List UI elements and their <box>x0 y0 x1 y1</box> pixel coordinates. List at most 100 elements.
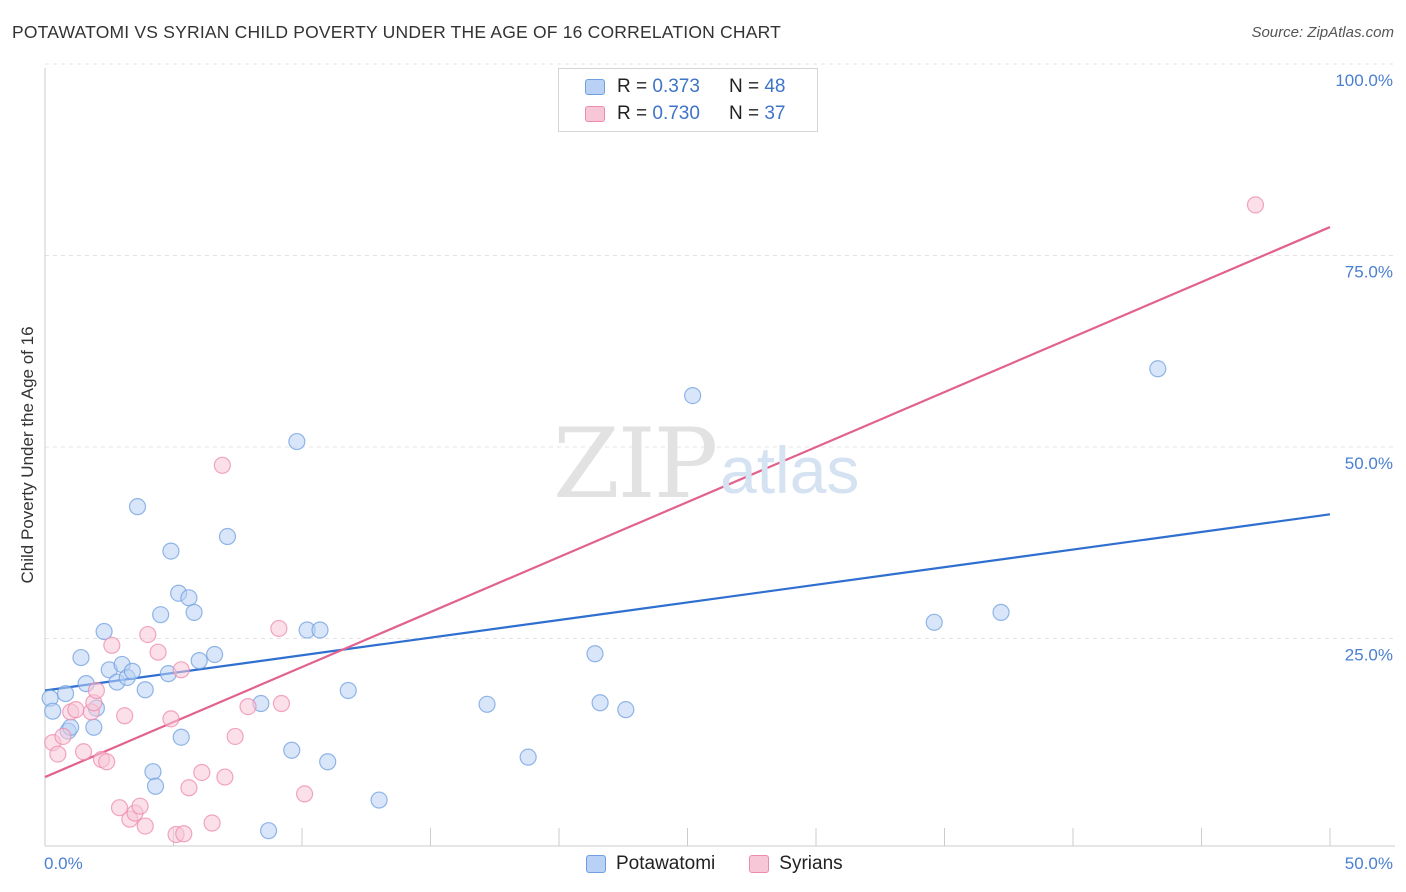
potawatomi-point <box>617 701 635 719</box>
potawatomi-point <box>185 603 203 621</box>
potawatomi-legend-swatch <box>586 855 606 873</box>
potawatomi-point <box>339 681 357 700</box>
potawatomi-point <box>123 662 141 680</box>
potawatomi-point <box>146 777 165 795</box>
potawatomi-point <box>288 432 306 451</box>
syrians-point <box>87 681 106 700</box>
chart-title: POTAWATOMI VS SYRIAN CHILD POVERTY UNDER… <box>12 22 781 42</box>
legend-item-syrians[interactable]: Syrians <box>749 853 843 875</box>
r-label: R = <box>617 103 648 124</box>
syrians-point <box>149 643 167 661</box>
syrians-point <box>139 625 157 644</box>
potawatomi-point <box>136 681 154 699</box>
stats-row-potawatomi: R = 0.373 N = 48 <box>585 75 785 99</box>
potawatomi-swatch <box>585 79 605 95</box>
potawatomi-point <box>72 648 90 667</box>
stats-legend: R = 0.373 N = 48 R = 0.730 N = 37 <box>558 68 818 132</box>
watermark-atlas: atlas <box>720 433 860 507</box>
potawatomi-point <box>152 606 170 624</box>
syrians-point <box>270 619 288 638</box>
syrians-point <box>193 763 211 782</box>
gridlines <box>45 63 1395 639</box>
potawatomi-point <box>319 753 337 771</box>
potawatomi-point <box>162 542 180 560</box>
potawatomi-point <box>591 694 609 712</box>
potawatomi-point <box>586 645 604 663</box>
potawatomi-point <box>519 748 537 766</box>
trend-lines <box>44 226 1331 779</box>
r-value: 0.730 <box>652 103 700 124</box>
x-tick-label: 50.0% <box>1345 854 1393 873</box>
syrians-legend-swatch <box>749 855 770 873</box>
y-tick-label: 100.0% <box>1335 71 1393 90</box>
potawatomi-point <box>44 702 62 720</box>
potawatomi-point <box>218 527 237 546</box>
chart-source: Source: ZipAtlas.com <box>1251 24 1394 41</box>
syrians-point <box>226 727 244 746</box>
legend-label-syrians: Syrians <box>779 853 843 874</box>
potawatomi-point <box>180 589 198 607</box>
syrians-trend-line <box>44 226 1331 779</box>
syrians-point <box>175 825 193 843</box>
stats-row-syrians: R = 0.730 N = 37 <box>585 102 785 126</box>
syrians-point <box>131 797 149 815</box>
potawatomi-point <box>144 763 162 781</box>
y-tick-label: 25.0% <box>1345 646 1393 665</box>
potawatomi-point <box>95 622 113 641</box>
n-label: N = <box>728 103 760 124</box>
legend-label-potawatomi: Potawatomi <box>616 853 716 874</box>
potawatomi-point <box>283 741 301 759</box>
potawatomi-point <box>478 695 496 713</box>
syrians-point <box>136 817 154 835</box>
potawatomi-point <box>206 645 224 664</box>
potawatomi-point <box>128 498 147 516</box>
n-value: 48 <box>764 76 786 97</box>
syrians-point <box>172 661 190 679</box>
potawatomi-point <box>259 822 278 840</box>
potawatomi-point <box>311 621 329 639</box>
y-tick-label: 75.0% <box>1345 263 1393 282</box>
syrians-point <box>116 707 134 725</box>
syrians-point <box>239 697 257 716</box>
y-tick-label: 50.0% <box>1345 454 1393 473</box>
potawatomi-trend-line <box>44 513 1331 692</box>
syrians-point <box>98 753 116 771</box>
x-tick-label: 0.0% <box>44 854 83 873</box>
syrians-point <box>103 636 121 654</box>
y-axis-label: Child Poverty Under the Age of 16 <box>18 326 37 583</box>
n-label: N = <box>728 76 760 97</box>
x-tick-labels: 0.0% 50.0% <box>44 854 1393 873</box>
syrians-point <box>213 456 231 474</box>
syrians-point <box>216 768 234 786</box>
syrians-swatch <box>585 106 605 122</box>
y-tick-labels: 100.0% 75.0% 50.0% 25.0% <box>1335 71 1393 665</box>
potawatomi-point <box>56 684 75 703</box>
syrians-point <box>1246 196 1265 214</box>
series-legend: Potawatomi Syrians <box>586 852 877 876</box>
syrians-point <box>203 814 221 832</box>
syrians-point <box>162 710 180 728</box>
potawatomi-point <box>190 652 208 670</box>
n-value: 37 <box>764 103 786 124</box>
r-label: R = <box>617 76 648 97</box>
potawatomi-point <box>370 791 388 809</box>
potawatomi-point <box>172 728 190 746</box>
syrians-point <box>295 785 314 803</box>
potawatomi-point <box>684 386 702 405</box>
legend-item-potawatomi[interactable]: Potawatomi <box>586 853 715 875</box>
syrians-point <box>110 799 129 817</box>
syrians-point <box>49 745 67 763</box>
r-value: 0.373 <box>652 76 700 97</box>
scatter-points <box>41 196 1265 844</box>
axes <box>44 68 1395 847</box>
syrians-point <box>54 727 72 746</box>
syrians-point <box>180 779 198 797</box>
potawatomi-point <box>85 718 103 736</box>
potawatomi-point <box>925 613 943 631</box>
syrians-point <box>272 694 291 713</box>
syrians-point <box>67 701 85 719</box>
potawatomi-point <box>992 603 1010 621</box>
potawatomi-point <box>1149 360 1167 378</box>
watermark-zip: ZIP <box>553 408 718 520</box>
